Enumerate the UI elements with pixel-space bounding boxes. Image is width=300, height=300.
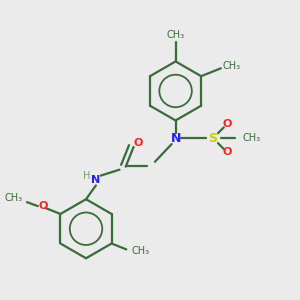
Text: O: O [133,138,142,148]
Text: N: N [91,175,101,184]
Text: O: O [222,119,232,129]
Text: H: H [83,171,91,181]
Text: O: O [222,147,232,157]
Text: CH₃: CH₃ [5,193,23,203]
Text: S: S [208,132,217,145]
Text: CH₃: CH₃ [242,133,261,143]
Text: N: N [170,132,181,145]
Text: CH₃: CH₃ [223,61,241,71]
Text: O: O [38,201,47,211]
Text: CH₃: CH₃ [167,30,184,40]
Text: CH₃: CH₃ [131,246,149,256]
